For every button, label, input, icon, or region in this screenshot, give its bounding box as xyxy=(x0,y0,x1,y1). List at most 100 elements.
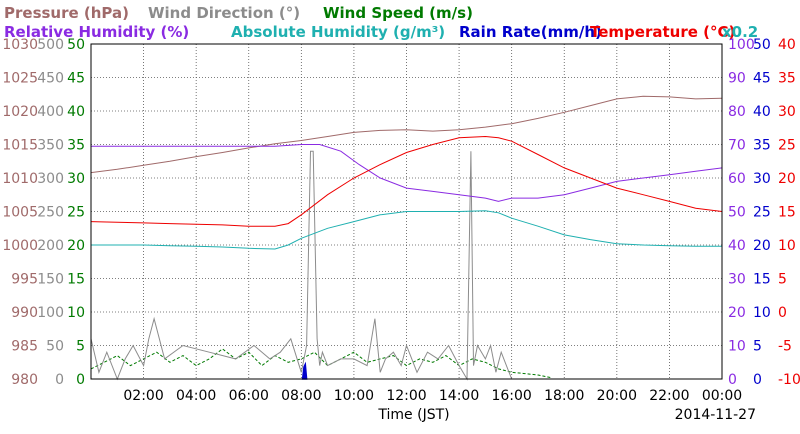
y-tick-relative-humidity: 0 xyxy=(728,372,737,388)
y-tick-rain-rate: 5 xyxy=(753,339,762,355)
y-tick-pressure: 995 xyxy=(11,272,38,288)
y-tick-wind-direction: 450 xyxy=(37,71,64,87)
y-tick-relative-humidity: 50 xyxy=(728,205,746,221)
x-tick-label: 12:00 xyxy=(386,388,426,404)
x-tick-label: 02:00 xyxy=(123,388,163,404)
y-tick-wind-direction: 200 xyxy=(37,238,64,254)
x-tick-label: 22:00 xyxy=(649,388,689,404)
x-tick-label: 14:00 xyxy=(439,388,479,404)
x-tick-label: 10:00 xyxy=(334,388,374,404)
y-tick-wind-direction: 150 xyxy=(37,272,64,288)
y-tick-temperature: 30 xyxy=(778,104,796,120)
series-temperature xyxy=(90,135,723,227)
x-tick-label: 06:00 xyxy=(229,388,269,404)
y-tick-wind-speed: 0 xyxy=(76,372,85,388)
y-tick-relative-humidity: 80 xyxy=(728,104,746,120)
y-tick-rain-rate: 45 xyxy=(753,71,771,87)
y-tick-wind-direction: 50 xyxy=(46,339,64,355)
y-tick-wind-direction: 300 xyxy=(37,171,64,187)
x-axis-label: Time (JST) xyxy=(377,407,449,423)
legend-absolute-humidity: Absolute Humidity (g/m³) xyxy=(231,23,445,41)
y-tick-wind-speed: 30 xyxy=(67,171,85,187)
y-tick-relative-humidity: 40 xyxy=(728,238,746,254)
y-tick-temperature: 35 xyxy=(778,71,796,87)
y-tick-pressure: 980 xyxy=(11,372,38,388)
legend-wind-speed: Wind Speed (m/s) xyxy=(323,4,473,22)
y-tick-wind-speed: 5 xyxy=(76,339,85,355)
series-pressure xyxy=(90,95,723,174)
y-tick-relative-humidity: 100 xyxy=(728,37,755,53)
y-tick-pressure: 1020 xyxy=(2,104,38,120)
y-tick-rain-rate: 50 xyxy=(753,37,771,53)
x-tick-label: 16:00 xyxy=(491,388,531,404)
y-tick-wind-speed: 10 xyxy=(67,305,85,321)
y-tick-wind-speed: 40 xyxy=(67,104,85,120)
y-tick-temperature: 0 xyxy=(778,305,787,321)
x-tick-label: 20:00 xyxy=(597,388,637,404)
y-tick-rain-rate: 35 xyxy=(753,138,771,154)
y-tick-pressure: 985 xyxy=(11,339,38,355)
y-tick-temperature: -10 xyxy=(778,372,800,388)
y-tick-relative-humidity: 60 xyxy=(728,171,746,187)
y-tick-relative-humidity: 70 xyxy=(728,138,746,154)
chart-legend: Pressure (hPa) Wind Direction (°) Wind S… xyxy=(4,4,758,41)
y-tick-wind-direction: 400 xyxy=(37,104,64,120)
x-tick-label: 00:00 xyxy=(702,388,742,404)
y-tick-wind-speed: 50 xyxy=(67,37,85,53)
y-tick-rain-rate: 20 xyxy=(753,238,771,254)
y-tick-rain-rate: 15 xyxy=(753,272,771,288)
y-tick-temperature: 5 xyxy=(778,272,787,288)
legend-rain-rate: Rain Rate(mm/h) xyxy=(459,23,602,41)
y-tick-relative-humidity: 10 xyxy=(728,339,746,355)
y-tick-pressure: 1005 xyxy=(2,205,38,221)
y-tick-wind-speed: 35 xyxy=(67,138,85,154)
y-tick-wind-direction: 250 xyxy=(37,205,64,221)
y-tick-pressure: 1000 xyxy=(2,238,38,254)
x-tick-label: 04:00 xyxy=(176,388,216,404)
legend-pressure: Pressure (hPa) xyxy=(4,4,129,22)
y-tick-relative-humidity: 30 xyxy=(728,272,746,288)
series-rain-rate xyxy=(301,361,308,380)
y-tick-pressure: 1030 xyxy=(2,37,38,53)
y-tick-relative-humidity: 20 xyxy=(728,305,746,321)
y-tick-wind-speed: 45 xyxy=(67,71,85,87)
chart-date: 2014-11-27 xyxy=(675,407,756,423)
legend-wind-direction: Wind Direction (°) xyxy=(148,4,300,22)
x-tick-label: 08:00 xyxy=(281,388,321,404)
plot-grid xyxy=(91,44,722,379)
plot-series xyxy=(90,95,723,381)
series-wind-direction xyxy=(90,150,513,381)
y-tick-temperature: 15 xyxy=(778,205,796,221)
y-tick-wind-speed: 25 xyxy=(67,205,85,221)
y-tick-rain-rate: 40 xyxy=(753,104,771,120)
y-tick-pressure: 990 xyxy=(11,305,38,321)
y-tick-wind-direction: 100 xyxy=(37,305,64,321)
legend-multiplier: x0.2 xyxy=(722,23,758,41)
y-tick-wind-speed: 20 xyxy=(67,238,85,254)
plot-frame xyxy=(90,43,723,380)
y-tick-rain-rate: 10 xyxy=(753,305,771,321)
y-tick-pressure: 1015 xyxy=(2,138,38,154)
y-tick-temperature: 10 xyxy=(778,238,796,254)
y-tick-pressure: 1010 xyxy=(2,171,38,187)
legend-relative-humidity: Relative Humidity (%) xyxy=(4,23,189,41)
legend-temperature: Temperature (°C) xyxy=(590,23,735,41)
y-tick-rain-rate: 25 xyxy=(753,205,771,221)
y-tick-rain-rate: 0 xyxy=(753,372,762,388)
y-tick-temperature: 20 xyxy=(778,171,796,187)
y-axis-ticks: 9809859909951000100510101015102010251030… xyxy=(2,37,800,388)
y-tick-relative-humidity: 90 xyxy=(728,71,746,87)
x-tick-label: 18:00 xyxy=(544,388,584,404)
y-tick-wind-direction: 0 xyxy=(55,372,64,388)
series-absolute-humidity xyxy=(91,210,722,250)
y-tick-pressure: 1025 xyxy=(2,71,38,87)
y-tick-wind-direction: 500 xyxy=(37,37,64,53)
y-tick-wind-speed: 15 xyxy=(67,272,85,288)
series-relative-humidity xyxy=(91,144,723,202)
y-tick-wind-direction: 350 xyxy=(37,138,64,154)
y-tick-temperature: -5 xyxy=(778,339,792,355)
y-tick-rain-rate: 30 xyxy=(753,171,771,187)
y-tick-temperature: 40 xyxy=(778,37,796,53)
y-tick-temperature: 25 xyxy=(778,138,796,154)
